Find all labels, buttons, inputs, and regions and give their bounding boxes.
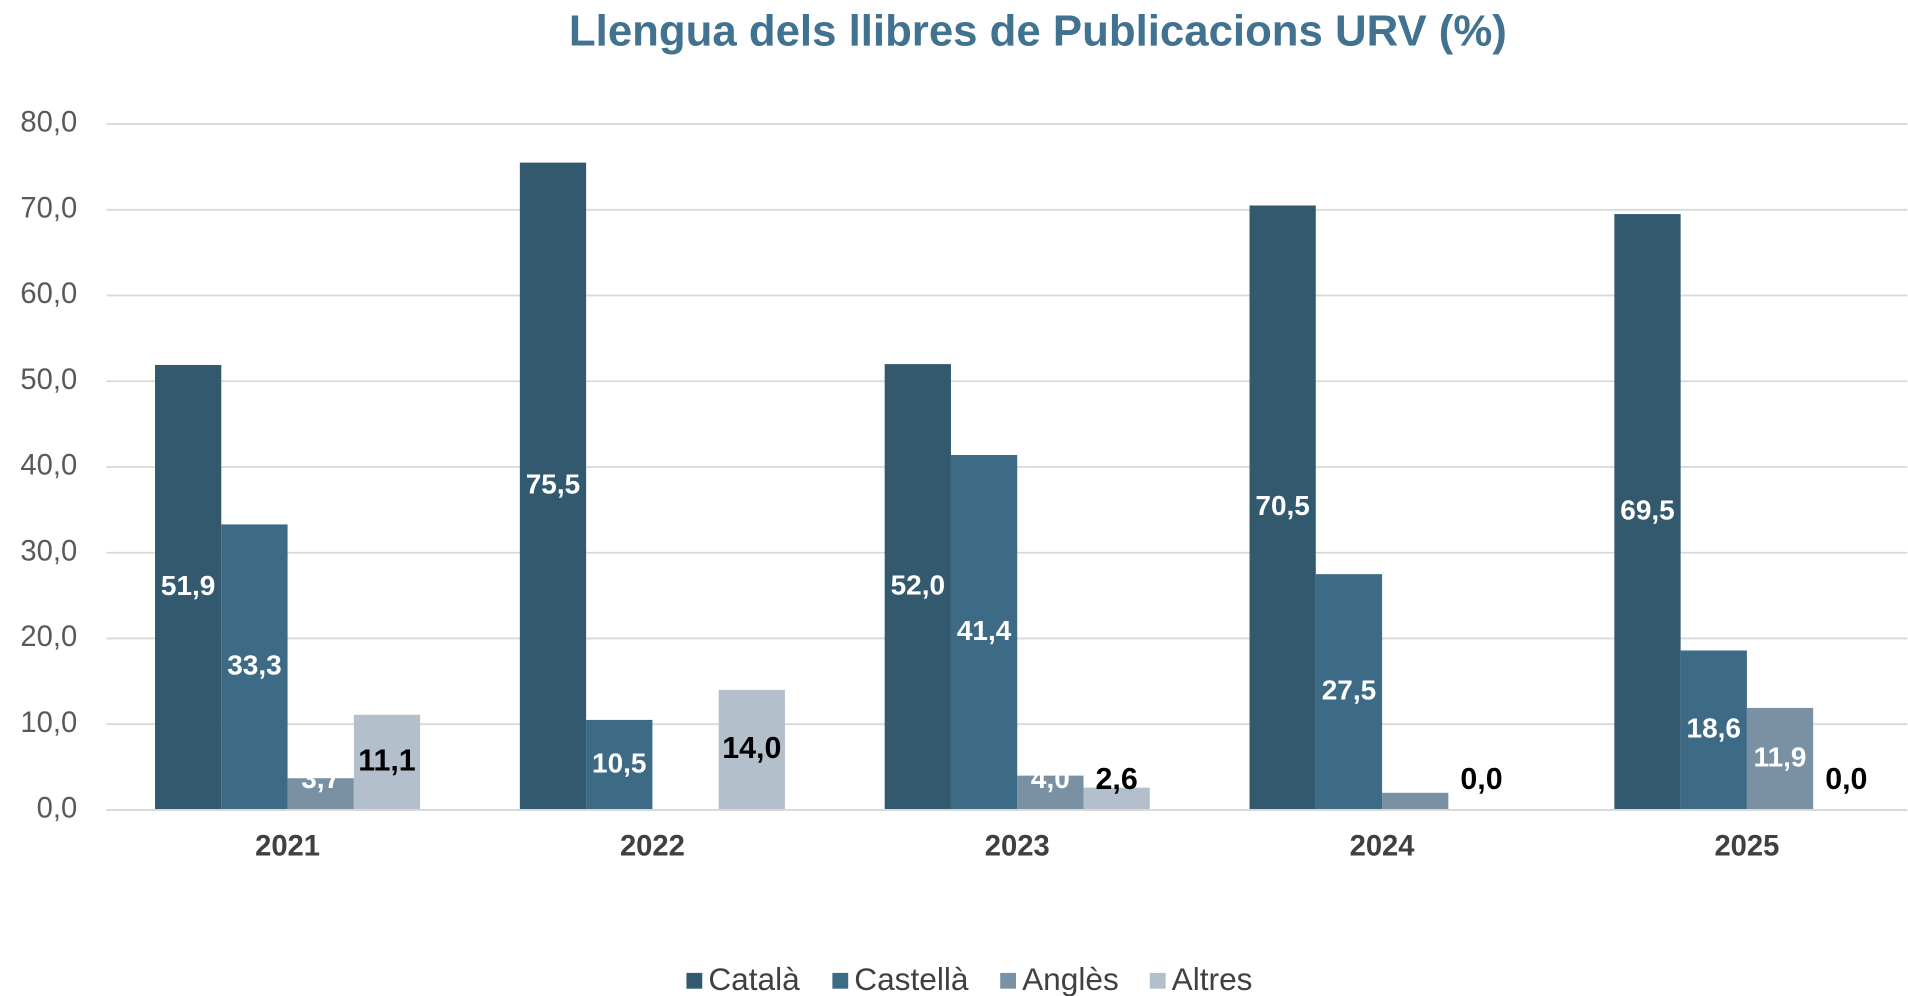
bar <box>155 364 222 810</box>
data-label: 51,9 <box>161 570 215 601</box>
bar <box>1614 214 1681 810</box>
y-tick-label: 30,0 <box>20 535 77 567</box>
x-tick-label: 2022 <box>620 830 685 862</box>
data-label: 70,5 <box>1255 490 1309 521</box>
y-tick-label: 40,0 <box>20 450 77 482</box>
y-tick-label: 20,0 <box>20 621 77 653</box>
bar <box>950 454 1018 810</box>
y-tick-label: 60,0 <box>20 278 77 310</box>
data-label: 2,0 <box>1396 763 1435 794</box>
data-label: 3,7 <box>301 763 340 794</box>
data-label: 0,0 <box>1460 762 1502 796</box>
data-label: 52,0 <box>891 569 945 600</box>
x-tick-label: 2025 <box>1714 830 1779 862</box>
legend-label: Anglès <box>1022 961 1119 996</box>
data-label: 4,0 <box>1031 763 1070 794</box>
data-label: 27,5 <box>1322 674 1376 705</box>
y-tick-label: 70,0 <box>20 192 77 224</box>
bar <box>1017 775 1084 810</box>
x-tick-label: 2024 <box>1350 830 1416 862</box>
legend-swatch <box>1000 972 1017 989</box>
legend-swatch <box>832 972 849 989</box>
data-label: 18,6 <box>1687 713 1741 744</box>
x-tick-label: 2021 <box>255 830 320 862</box>
bar <box>884 364 951 810</box>
y-tick-label: 50,0 <box>20 364 77 396</box>
y-tick-label: 10,0 <box>20 707 77 739</box>
chart-title: Llengua dels llibres de Publicacions URV… <box>569 7 1507 56</box>
bar <box>1680 650 1747 810</box>
data-label: 75,5 <box>526 469 580 500</box>
bar <box>1746 707 1814 810</box>
legend-swatch <box>686 972 703 989</box>
bar <box>353 714 421 810</box>
bar <box>1382 792 1449 810</box>
bar <box>1249 205 1316 810</box>
data-label: 11,1 <box>358 743 416 777</box>
x-tick-label: 2023 <box>985 830 1050 862</box>
legend-label: Català <box>708 961 800 996</box>
bar <box>287 778 354 810</box>
data-label: 69,5 <box>1620 494 1674 525</box>
y-tick-label: 80,0 <box>20 107 77 139</box>
data-label: 0,0 <box>1825 762 1867 796</box>
data-label: 33,3 <box>227 650 281 681</box>
y-tick-label: 0,0 <box>37 793 78 825</box>
bar <box>586 719 653 810</box>
data-label: 11,9 <box>1754 741 1807 772</box>
legend-label: Castellà <box>854 961 969 996</box>
data-label: 10,5 <box>592 747 646 778</box>
bar <box>1315 574 1383 810</box>
bar <box>221 524 288 810</box>
bar <box>718 689 785 810</box>
data-label: 41,4 <box>957 615 1012 646</box>
data-label: 14,0 <box>722 731 781 765</box>
legend-label: Altres <box>1172 961 1253 996</box>
data-label: 2,6 <box>1096 762 1138 796</box>
legend-swatch <box>1149 972 1166 989</box>
bar <box>1083 787 1150 810</box>
bar <box>519 162 587 810</box>
